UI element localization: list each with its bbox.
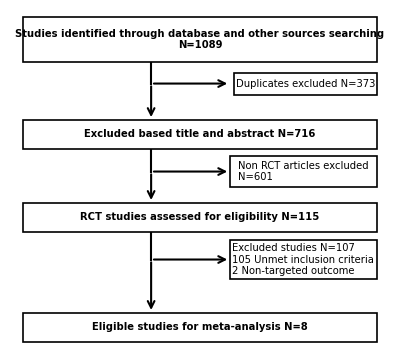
Text: Excluded based title and abstract N=716: Excluded based title and abstract N=716	[84, 129, 316, 139]
Text: Duplicates excluded N=373: Duplicates excluded N=373	[236, 78, 375, 89]
Text: Non RCT articles excluded
N=601: Non RCT articles excluded N=601	[238, 161, 369, 182]
FancyBboxPatch shape	[230, 240, 377, 279]
FancyBboxPatch shape	[23, 313, 377, 342]
FancyBboxPatch shape	[23, 120, 377, 149]
Text: Excluded studies N=107
105 Unmet inclusion criteria
2 Non-targeted outcome: Excluded studies N=107 105 Unmet inclusi…	[232, 243, 374, 276]
FancyBboxPatch shape	[23, 17, 377, 62]
FancyBboxPatch shape	[230, 156, 377, 187]
Text: Studies identified through database and other sources searching
N=1089: Studies identified through database and …	[16, 29, 384, 50]
FancyBboxPatch shape	[23, 203, 377, 231]
FancyBboxPatch shape	[234, 73, 377, 95]
Text: RCT studies assessed for eligibility N=115: RCT studies assessed for eligibility N=1…	[80, 212, 320, 222]
Text: Eligible studies for meta-analysis N=8: Eligible studies for meta-analysis N=8	[92, 322, 308, 332]
